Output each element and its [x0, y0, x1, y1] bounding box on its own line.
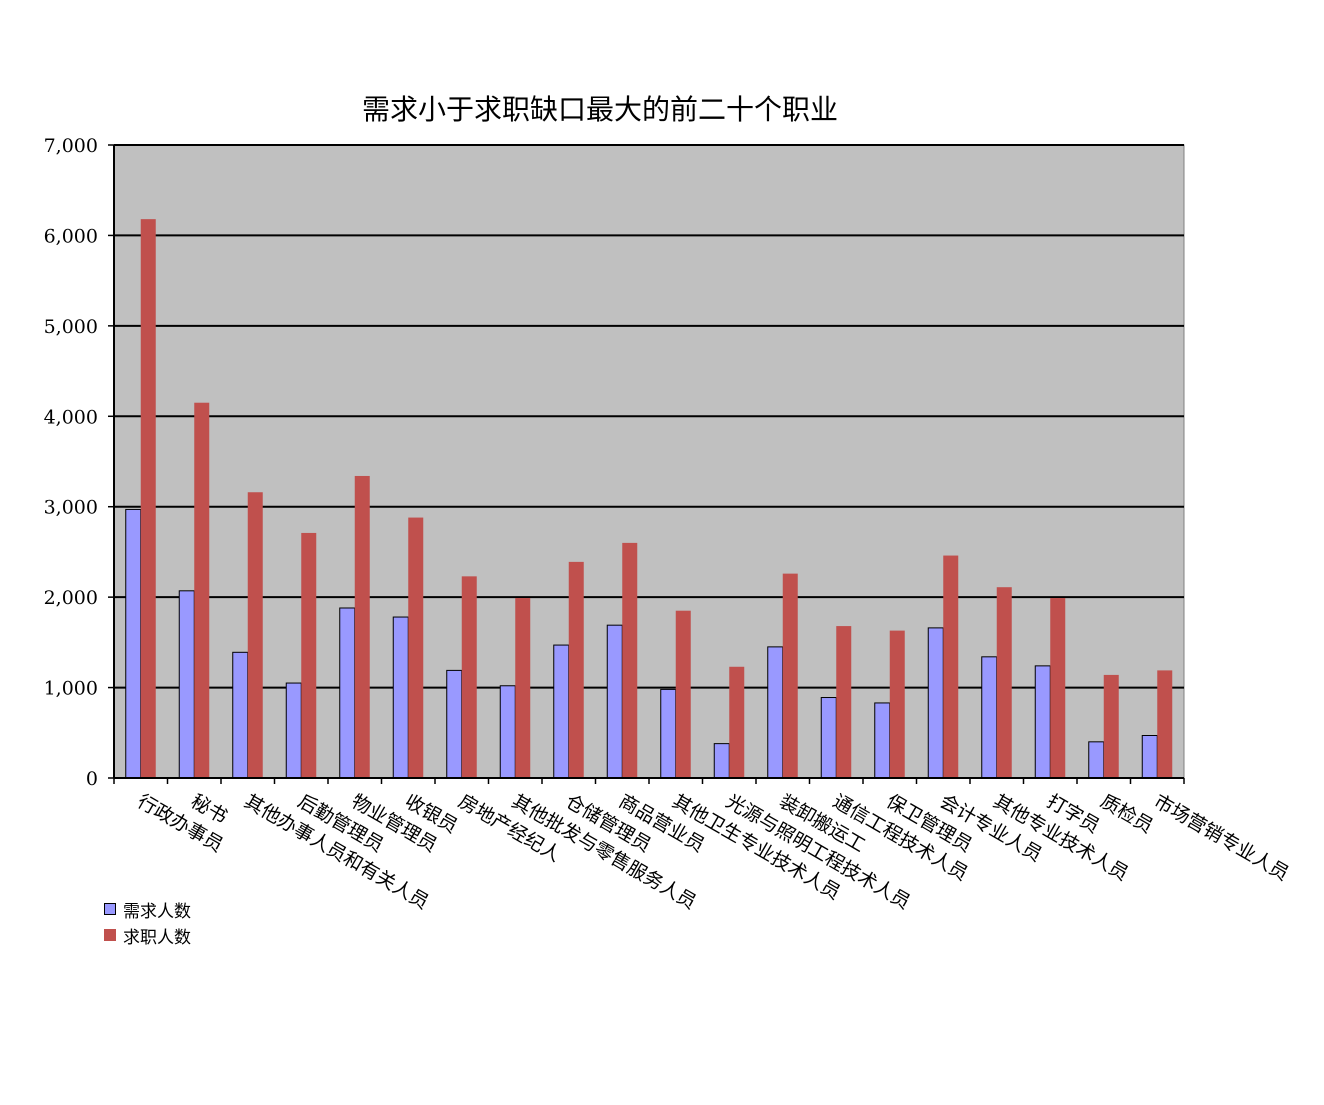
y-tick-label: 6,000	[44, 225, 98, 247]
bar-applicants	[1050, 598, 1066, 778]
bar-applicants	[194, 402, 210, 778]
y-tick-label: 7,000	[44, 135, 98, 157]
bar-demand	[553, 644, 570, 779]
bar-demand	[1088, 741, 1105, 779]
bar-demand	[285, 682, 302, 779]
legend-label-applicants: 求职人数	[123, 927, 191, 948]
bar-demand	[1141, 734, 1158, 779]
bar-demand	[874, 702, 891, 779]
y-tick-label: 2,000	[44, 587, 98, 609]
y-tick-label: 1,000	[44, 678, 98, 700]
bar-applicants	[889, 630, 905, 778]
bar-applicants	[140, 219, 156, 778]
bar-demand	[499, 685, 516, 779]
bar-applicants	[675, 610, 691, 778]
legend: 需求人数 求职人数	[104, 896, 191, 948]
y-tick-label: 0	[86, 768, 98, 790]
bar-applicants	[729, 666, 745, 778]
bar-demand	[339, 607, 356, 779]
bar-demand	[392, 616, 409, 779]
legend-swatch-applicants	[104, 929, 116, 941]
bar-applicants	[301, 532, 317, 778]
y-tick-label: 5,000	[44, 316, 98, 338]
bar-applicants	[836, 626, 852, 778]
x-tick-label: 市场营销专业人员	[1150, 790, 1293, 885]
bar-applicants	[943, 555, 959, 778]
legend-item-demand: 需求人数	[104, 896, 191, 922]
bar-demand	[713, 743, 730, 779]
bar-demand	[767, 646, 784, 779]
bar-demand	[927, 627, 944, 779]
y-tick-label: 3,000	[44, 497, 98, 519]
bar-applicants	[354, 475, 370, 778]
legend-item-applicants: 求职人数	[104, 922, 191, 948]
bar-demand	[125, 508, 142, 779]
bar-demand	[820, 697, 837, 779]
bar-applicants	[1103, 674, 1119, 778]
x-tick-label: 质检员	[1097, 790, 1157, 838]
bar-applicants	[408, 517, 424, 778]
bar-demand	[232, 651, 249, 779]
bar-demand	[981, 656, 998, 779]
legend-swatch-demand	[104, 903, 116, 915]
bar-demand	[1034, 665, 1051, 779]
bar-applicants	[1157, 670, 1173, 778]
bar-demand	[446, 669, 463, 779]
bar-applicants	[996, 587, 1012, 778]
bar-applicants	[461, 576, 477, 778]
bar-applicants	[247, 492, 263, 778]
bar-applicants	[622, 542, 638, 778]
bar-applicants	[515, 598, 531, 778]
bar-demand	[606, 624, 623, 779]
bar-applicants	[568, 561, 584, 778]
bar-applicants	[782, 573, 798, 778]
chart-title: 需求小于求职缺口最大的前二十个职业	[361, 93, 838, 126]
bar-demand	[660, 688, 677, 779]
bar-demand	[178, 590, 195, 779]
y-tick-label: 4,000	[44, 406, 98, 428]
plot-area	[113, 144, 1185, 779]
legend-label-demand: 需求人数	[123, 901, 191, 922]
